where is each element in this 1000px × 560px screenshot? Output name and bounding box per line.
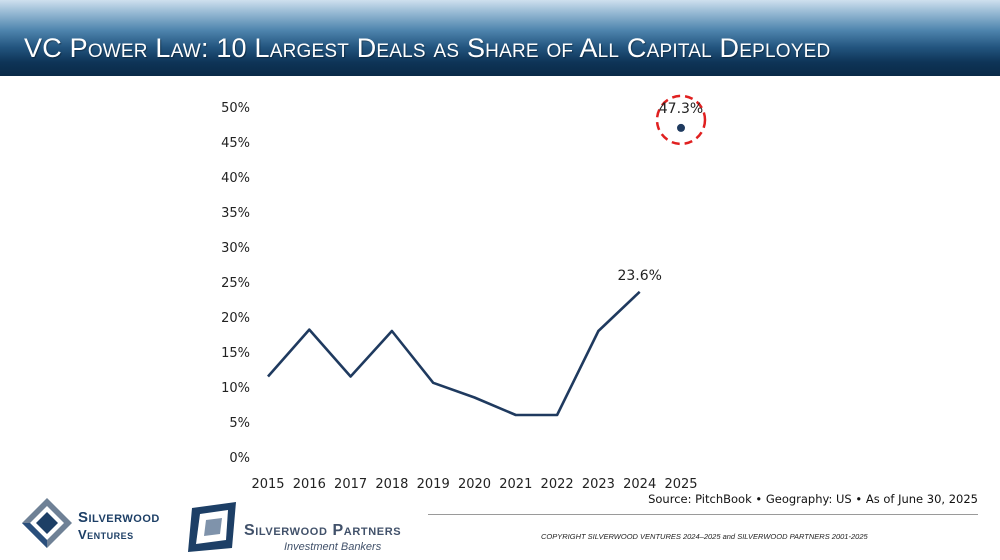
source-note: Source: PitchBook • Geography: US • As o… <box>648 492 978 506</box>
page-title: VC Power Law: 10 Largest Deals as Share … <box>24 33 831 63</box>
y-tick-label: 20% <box>221 311 250 326</box>
series-layer: 23.6% 47.3% <box>267 94 707 417</box>
y-tick-label: 35% <box>221 206 250 221</box>
partners-logo-line1: Silverwood Partners <box>244 522 402 539</box>
ventures-logo-line2: Ventures <box>78 527 134 542</box>
y-tick-label: 30% <box>221 241 250 256</box>
x-tick-label: 2021 <box>499 477 532 492</box>
title-bar: VC Power Law: 10 Largest Deals as Share … <box>0 0 1000 76</box>
ventures-logo-line1: Silverwood <box>78 509 160 526</box>
x-tick-label: 2015 <box>251 477 284 492</box>
y-tick-label: 10% <box>221 381 250 396</box>
y-tick-label: 15% <box>221 346 250 361</box>
data-point-2025 <box>677 123 685 132</box>
y-tick-label: 5% <box>229 416 250 431</box>
y-tick-label: 45% <box>221 136 250 151</box>
line-chart: 0% 5% 10% 15% 20% 25% 30% 35% 40% 45% 50% 2015 2016… <box>221 94 707 492</box>
x-axis: 2015 2016 2017 2018 2019 2020 2021 2022 2023 2024… <box>251 477 697 492</box>
x-tick-label: 2022 <box>541 477 574 492</box>
highlight-circle <box>655 94 707 146</box>
x-tick-label: 2025 <box>664 477 697 492</box>
x-tick-label: 2020 <box>458 477 491 492</box>
y-tick-label: 25% <box>221 276 250 291</box>
y-tick-label: 50% <box>221 101 250 116</box>
y-tick-label: 0% <box>229 451 250 466</box>
partners-logo-line2: Investment Bankers <box>284 541 382 553</box>
x-tick-label: 2019 <box>417 477 450 492</box>
partners-square-icon <box>188 502 236 552</box>
ventures-diamond-icon <box>22 498 72 548</box>
silverwood-partners-logo: Silverwood Partners Investment Bankers <box>186 500 416 558</box>
footer-divider <box>428 514 978 515</box>
data-label: 47.3% <box>659 101 703 117</box>
x-tick-label: 2017 <box>334 477 367 492</box>
copyright-text: COPYRIGHT SILVERWOOD VENTURES 2024–2025 … <box>541 532 868 541</box>
silverwood-ventures-logo: Silverwood Ventures <box>20 496 170 552</box>
data-label: 23.6% <box>617 268 661 284</box>
x-tick-label: 2016 <box>293 477 326 492</box>
y-tick-label: 40% <box>221 171 250 186</box>
x-tick-label: 2023 <box>582 477 615 492</box>
x-tick-label: 2018 <box>375 477 408 492</box>
y-axis: 0% 5% 10% 15% 20% 25% 30% 35% 40% 45% 50% <box>221 101 250 466</box>
series-line <box>267 290 641 417</box>
x-tick-label: 2024 <box>623 477 656 492</box>
